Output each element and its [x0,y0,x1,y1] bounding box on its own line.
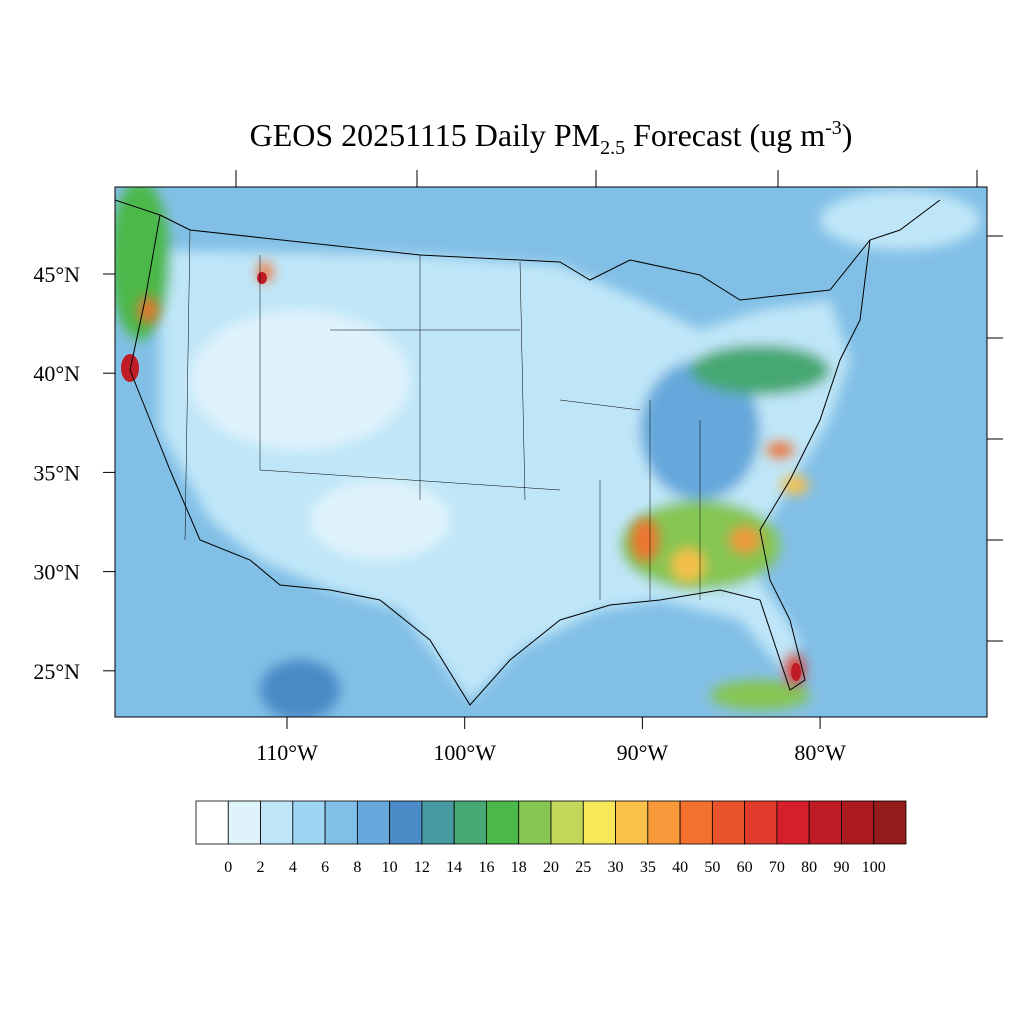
colorbar-label: 14 [446,859,462,876]
colorbar-box [679,800,713,845]
colorbar-box [486,800,520,845]
title-end: ) [842,117,853,153]
colorbar-label: 40 [672,859,688,876]
title-subscript: 2.5 [600,137,625,159]
title-main: GEOS 20251115 Daily PM [250,117,601,153]
colorbar-label: 4 [289,859,297,876]
colorbar-label: 35 [640,859,656,876]
colorbar-label: 8 [353,859,361,876]
colorbar-label: 80 [801,859,817,876]
lat-label: 25°N [33,659,80,684]
colorbar-label: 2 [257,859,265,876]
title-middle: Forecast (ug m [625,117,825,153]
colorbar-box [227,800,261,845]
colorbar-box [292,800,326,845]
colorbar-label: 100 [862,859,886,876]
colorbar-label: 90 [833,859,849,876]
colorbar-box [776,800,810,845]
colorbar-box [518,800,552,845]
lon-label: 80°W [794,740,846,765]
colorbar-label: 30 [608,859,624,876]
colorbar-label: 25 [575,859,591,876]
lat-label: 45°N [33,262,80,287]
colorbar-box [550,800,584,845]
colorbar-box [808,800,842,845]
colorbar-box [647,800,681,845]
colorbar-box [744,800,778,845]
colorbar-box [421,800,455,845]
map-field [115,187,987,717]
colorbar-box [582,800,616,845]
colorbar-box [841,800,875,845]
colorbar-label: 6 [321,859,329,876]
lat-label: 35°N [33,460,80,485]
colorbar-box [389,800,423,845]
lat-label: 40°N [33,361,80,386]
title: GEOS 20251115 Daily PM2.5 Forecast (ug m… [250,117,853,159]
colorbar-box [873,800,907,845]
colorbar-box [195,800,229,845]
colorbar-label: 12 [414,859,430,876]
colorbar-label: 10 [382,859,398,876]
colorbar-label: 20 [543,859,559,876]
lat-label: 30°N [33,560,80,585]
map-frame [114,186,988,718]
colorbar-box [711,800,746,845]
colorbar-label: 50 [704,859,720,876]
lon-label: 100°W [433,740,496,765]
colorbar-box [260,800,294,845]
colorbar-label: 0 [224,859,232,876]
colorbar-label: 18 [511,859,527,876]
colorbar-label: 16 [478,859,494,876]
colorbar-box [615,800,649,845]
colorbar-label: 60 [737,859,753,876]
title-superscript: -3 [825,117,842,139]
colorbar-label: 70 [769,859,785,876]
colorbar-box [356,800,391,845]
lon-label: 110°W [256,740,318,765]
colorbar-box [324,800,358,845]
colorbar-box [453,800,487,845]
lon-label: 90°W [617,740,669,765]
